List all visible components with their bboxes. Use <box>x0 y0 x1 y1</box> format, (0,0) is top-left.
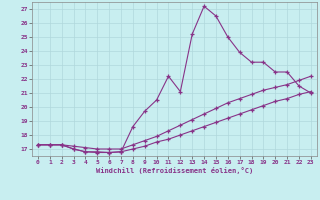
X-axis label: Windchill (Refroidissement éolien,°C): Windchill (Refroidissement éolien,°C) <box>96 167 253 174</box>
